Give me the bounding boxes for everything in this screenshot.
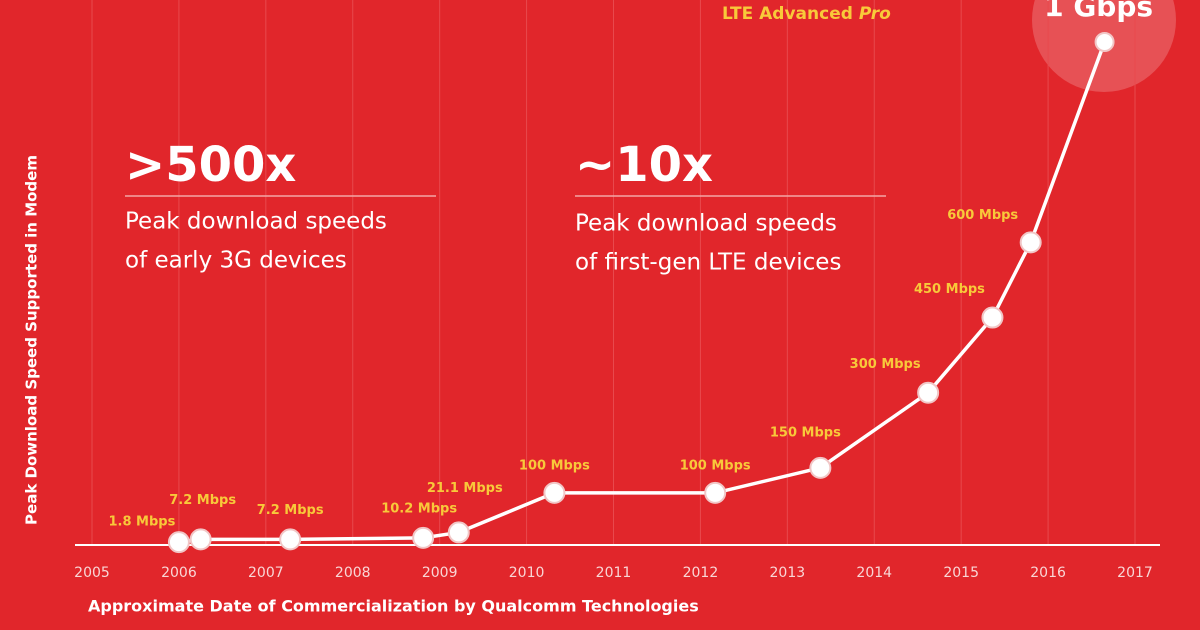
data-label: 450 Mbps: [914, 282, 985, 297]
data-label: 10.2 Mbps: [381, 501, 457, 516]
data-point: [279, 528, 302, 551]
data-label: 600 Mbps: [947, 208, 1018, 223]
x-tick-label: 2009: [422, 565, 458, 581]
data-label: 100 Mbps: [680, 458, 751, 473]
data-point: [447, 521, 470, 544]
top-label-text: LTE Advanced: [722, 4, 853, 24]
top-label-italic: Pro: [859, 4, 891, 24]
data-label: 150 Mbps: [770, 425, 841, 440]
annotation-text: of first-gen LTE devices: [575, 250, 841, 276]
x-tick-label: 2016: [1030, 565, 1066, 581]
data-point: [1094, 32, 1115, 52]
grid: [91, 0, 1136, 545]
data-point: [189, 528, 212, 551]
data-point: [412, 526, 435, 549]
annotation-text: of early 3G devices: [125, 248, 347, 274]
x-tick-label: 2007: [248, 565, 284, 581]
data-label: 21.1 Mbps: [427, 481, 503, 496]
data-point: [1019, 231, 1042, 254]
annotation-headline: >500x: [125, 137, 296, 193]
x-tick-label: 2008: [335, 565, 371, 581]
x-tick-label: 2014: [856, 565, 892, 581]
x-tick-label: 2015: [943, 565, 979, 581]
data-label: 1.8 Mbps: [108, 515, 175, 530]
x-tick-label: 2011: [596, 565, 632, 581]
annotation-text: Peak download speeds: [575, 211, 837, 237]
data-line: [178, 41, 1107, 544]
data-label: 100 Mbps: [519, 458, 590, 473]
data-point: [167, 531, 190, 554]
data-point: [981, 306, 1004, 329]
x-tick-label: 2010: [509, 565, 545, 581]
x-tick-label: 2017: [1117, 565, 1153, 581]
x-axis-label: Approximate Date of Commercialization by…: [88, 597, 699, 616]
data-label: 1 Gbps: [1044, 0, 1153, 23]
top-label: LTE Advanced Pro: [722, 4, 891, 24]
data-point: [543, 481, 566, 504]
x-tick-label: 2013: [770, 565, 806, 581]
data-label: 7.2 Mbps: [257, 503, 324, 518]
x-tick-label: 2005: [74, 565, 110, 581]
data-label: 300 Mbps: [850, 357, 921, 372]
y-axis-label: Peak Download Speed Supported in Modem: [23, 155, 41, 525]
data-point: [704, 481, 727, 504]
data-label: 7.2 Mbps: [169, 493, 236, 508]
data-point: [917, 381, 940, 404]
data-point: [809, 456, 832, 479]
x-tick-label: 2006: [161, 565, 197, 581]
annotation-text: Peak download speeds: [125, 209, 387, 235]
annotation-headline: ~10x: [575, 137, 713, 193]
x-tick-label: 2012: [683, 565, 719, 581]
